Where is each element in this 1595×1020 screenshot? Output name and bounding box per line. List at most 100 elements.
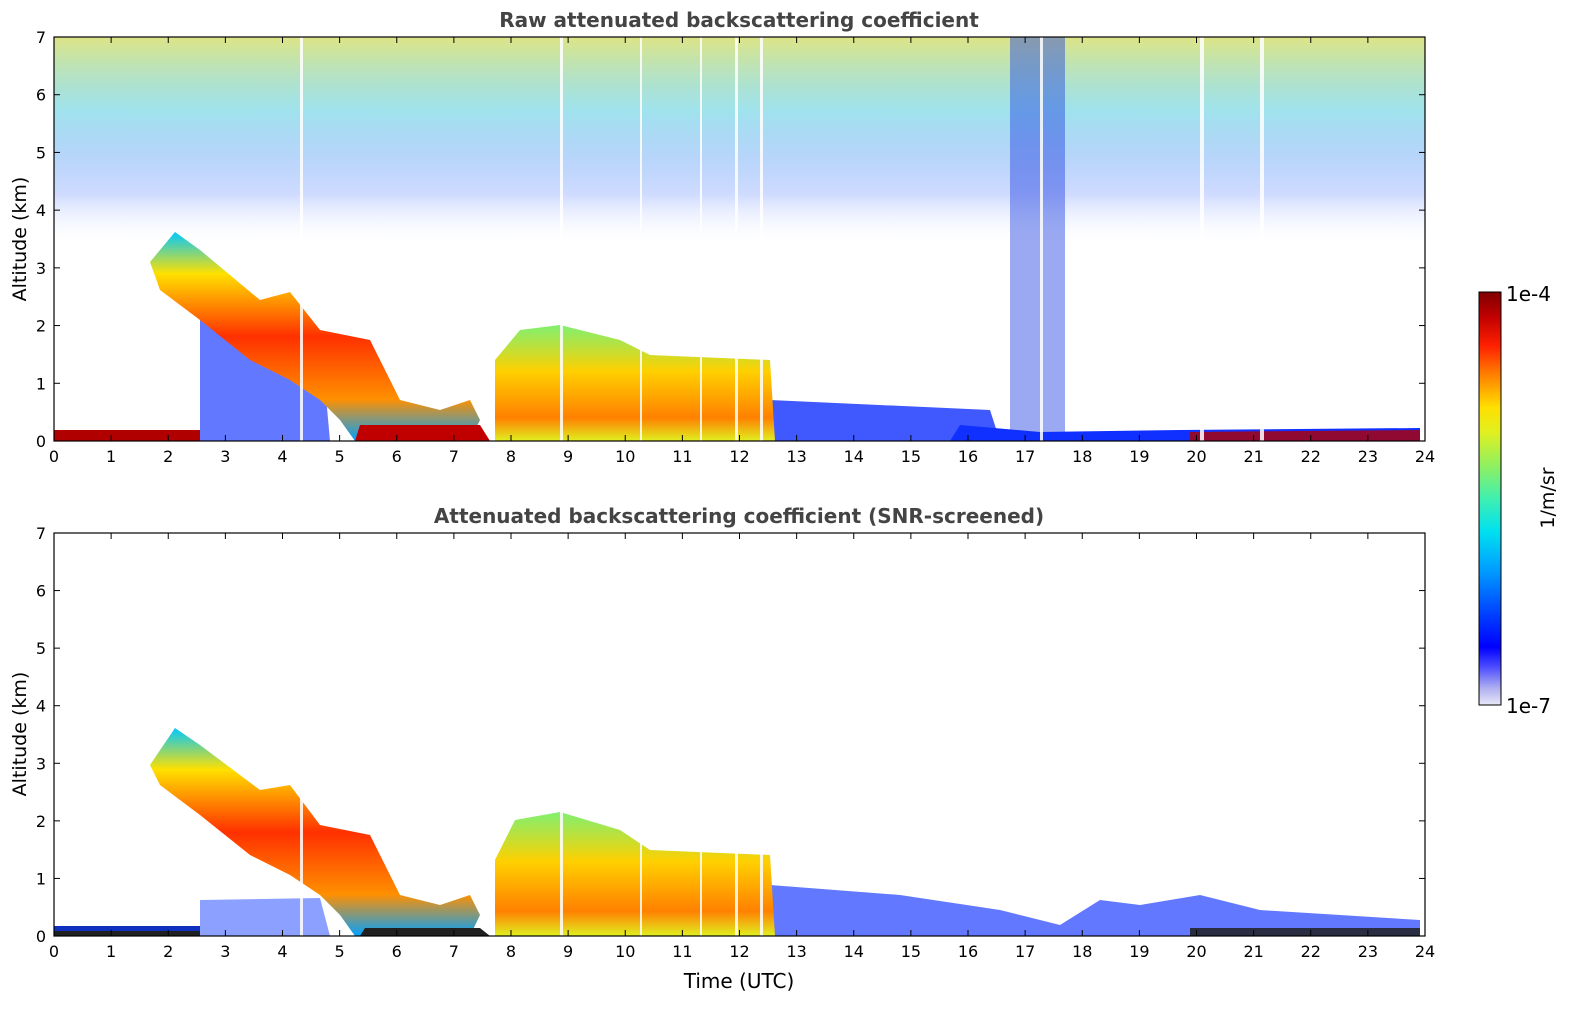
- x-tick-label: 23: [1358, 942, 1378, 961]
- x-tick-label: 24: [1415, 942, 1435, 961]
- x-tick-label: 6: [392, 942, 402, 961]
- x-tick-label: 8: [506, 447, 516, 466]
- gap-stripes-screened: [300, 533, 763, 936]
- y-tick-label: 6: [36, 582, 46, 601]
- x-tick-label: 10: [615, 942, 635, 961]
- x-tick-label: 0: [49, 447, 59, 466]
- x-tick-label: 19: [1129, 447, 1149, 466]
- boundary-layer-screened: [495, 812, 775, 936]
- y-tick-label: 7: [36, 524, 46, 543]
- x-tick-label: 20: [1186, 447, 1206, 466]
- x-tick-label: 5: [335, 942, 345, 961]
- noise-background: [54, 37, 1425, 247]
- x-tick-label: 15: [901, 447, 921, 466]
- surface-black-left: [54, 931, 200, 936]
- x-tick-label: 13: [786, 942, 806, 961]
- x-tick-label: 3: [220, 447, 230, 466]
- x-tick-label: 2: [163, 942, 173, 961]
- blue-return-midday: [770, 400, 1000, 441]
- blue-column-17h: [1010, 37, 1065, 441]
- x-tick-label: 18: [1072, 447, 1092, 466]
- colorbar-max-label: 1e-4: [1506, 282, 1551, 306]
- y-tick-label: 3: [36, 259, 46, 278]
- x-tick-label: 12: [729, 942, 749, 961]
- x-tick-label: 4: [277, 447, 287, 466]
- x-tick-label: 5: [335, 447, 345, 466]
- y-tick-label: 3: [36, 754, 46, 773]
- panel-screened-heatmap: [54, 533, 1425, 936]
- x-tick-label: 22: [1301, 942, 1321, 961]
- smoke-layer: [150, 232, 480, 441]
- boundary-layer: [495, 325, 775, 441]
- residual-layer: [770, 885, 1420, 936]
- x-tick-label: 7: [449, 447, 459, 466]
- x-tick-label: 10: [615, 447, 635, 466]
- y-tick-label: 6: [36, 86, 46, 105]
- y-tick-label: 4: [36, 697, 46, 716]
- y-tick-label: 1: [36, 374, 46, 393]
- panel-raw-title: Raw attenuated backscattering coefficien…: [499, 8, 979, 32]
- x-tick-label: 1: [106, 447, 116, 466]
- gap-stripes: [300, 37, 1264, 441]
- y-tick-label: 2: [36, 317, 46, 336]
- x-tick-label: 24: [1415, 447, 1435, 466]
- panel-screened-title: Attenuated backscattering coefficient (S…: [434, 504, 1044, 528]
- x-tick-label: 11: [672, 447, 692, 466]
- y-tick-label: 5: [36, 143, 46, 162]
- x-tick-label: 17: [1015, 447, 1035, 466]
- y-tick-label: 5: [36, 639, 46, 658]
- x-tick-label: 20: [1186, 942, 1206, 961]
- x-tick-label: 1: [106, 942, 116, 961]
- x-tick-label: 22: [1301, 447, 1321, 466]
- surface-black-evening: [1190, 928, 1420, 936]
- colorbar-unit-label: 1/m/sr: [1537, 467, 1559, 528]
- y-tick-label: 2: [36, 812, 46, 831]
- panel-screened-xlabel: Time (UTC): [683, 969, 795, 993]
- surface-layer-left: [54, 430, 200, 441]
- y-tick-label: 0: [36, 927, 46, 946]
- x-tick-label: 3: [220, 942, 230, 961]
- x-tick-label: 4: [277, 942, 287, 961]
- y-tick-label: 0: [36, 432, 46, 451]
- colorbar-gradient: [1478, 291, 1502, 706]
- x-tick-label: 0: [49, 942, 59, 961]
- x-tick-label: 9: [563, 942, 573, 961]
- x-tick-label: 13: [786, 447, 806, 466]
- x-tick-label: 12: [729, 447, 749, 466]
- x-tick-label: 16: [958, 942, 978, 961]
- colorbar-min-label: 1e-7: [1506, 694, 1551, 718]
- surface-layer-evening: [1190, 430, 1420, 441]
- panel-raw-ylabel: Altitude (km): [9, 177, 31, 302]
- x-tick-label: 6: [392, 447, 402, 466]
- panel-screened-axes: 0 1 2 3 4 5 6 7 8 9 10 11 12 13 14 15 16 17 18 19 20 21 22 23 24…: [36, 524, 1435, 961]
- panel-raw: Raw attenuated backscattering coefficien…: [9, 8, 1435, 466]
- x-tick-label: 2: [163, 447, 173, 466]
- x-tick-label: 21: [1243, 942, 1263, 961]
- x-tick-label: 9: [563, 447, 573, 466]
- y-tick-label: 4: [36, 201, 46, 220]
- smoke-layer-screened: [150, 728, 480, 936]
- x-tick-label: 18: [1072, 942, 1092, 961]
- surface-black-morning: [360, 928, 490, 936]
- panel-raw-heatmap: [54, 37, 1425, 441]
- x-tick-label: 19: [1129, 942, 1149, 961]
- x-tick-label: 14: [844, 942, 864, 961]
- x-tick-label: 11: [672, 942, 692, 961]
- x-tick-label: 14: [844, 447, 864, 466]
- x-tick-label: 17: [1015, 942, 1035, 961]
- surface-layer-morning: [355, 425, 490, 441]
- blue-residual-early: [200, 898, 330, 936]
- x-tick-label: 7: [449, 942, 459, 961]
- x-tick-label: 21: [1243, 447, 1263, 466]
- y-tick-label: 1: [36, 869, 46, 888]
- x-tick-label: 16: [958, 447, 978, 466]
- colorbar: 1e-4 1e-7 1/m/sr: [1478, 282, 1559, 718]
- panel-raw-axes: 0 1 2 3 4 5 6 7 8 9 10 11 12 13 14 15 16 17 18 19 20 21 22 23 24…: [36, 28, 1435, 466]
- panel-screened-ylabel: Altitude (km): [9, 672, 31, 797]
- x-tick-label: 8: [506, 942, 516, 961]
- y-tick-label: 7: [36, 28, 46, 47]
- x-tick-label: 23: [1358, 447, 1378, 466]
- x-tick-label: 15: [901, 942, 921, 961]
- panel-screened: Attenuated backscattering coefficient (S…: [9, 504, 1435, 993]
